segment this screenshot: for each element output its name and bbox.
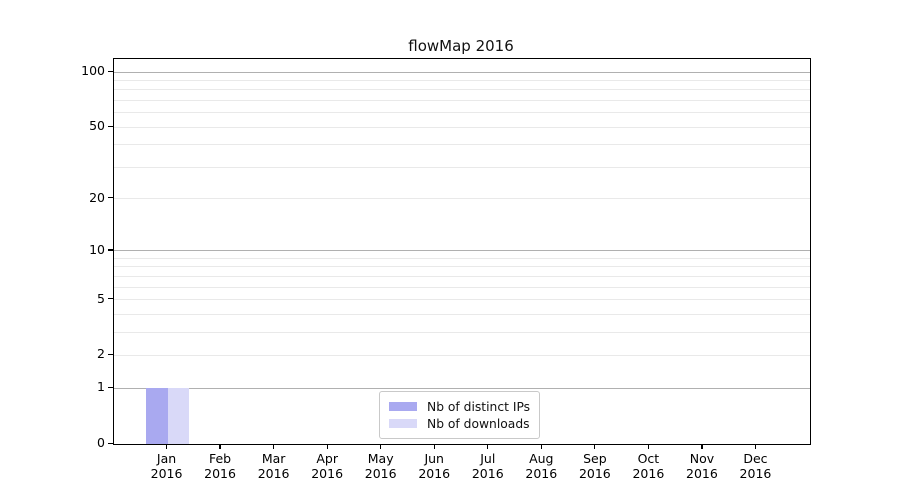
x-tick-year: 2016 xyxy=(578,466,611,481)
x-tick-month: May xyxy=(367,451,394,466)
x-tick-mark xyxy=(647,444,649,449)
x-tick-year: 2016 xyxy=(739,466,772,481)
x-tick-label-oct: Oct 2016 xyxy=(616,451,680,481)
x-tick-label-mar: Mar 2016 xyxy=(242,451,306,481)
plot-area xyxy=(113,58,811,445)
x-tick-year: 2016 xyxy=(364,466,397,481)
x-tick-mark xyxy=(433,444,435,449)
x-tick-mark xyxy=(273,444,275,449)
x-tick-label-apr: Apr 2016 xyxy=(295,451,359,481)
gridline-minor xyxy=(114,331,810,333)
x-tick-year: 2016 xyxy=(525,466,558,481)
gridline-minor xyxy=(114,275,810,277)
x-tick-year: 2016 xyxy=(686,466,718,481)
gridline-minor xyxy=(114,144,810,146)
x-tick-month: Apr xyxy=(316,451,338,466)
y-tick-mark xyxy=(108,386,113,388)
y-tick-mark xyxy=(108,70,113,72)
gridline-major xyxy=(114,71,810,73)
x-tick-month: Jun xyxy=(424,451,444,466)
gridline-minor xyxy=(114,80,810,82)
x-tick-year: 2016 xyxy=(471,466,504,481)
x-tick-label-jun: Jun 2016 xyxy=(402,451,466,481)
y-tick-label: 0 xyxy=(97,435,105,450)
y-tick-mark xyxy=(108,442,113,444)
x-tick-label-jul: Jul 2016 xyxy=(456,451,520,481)
gridline-minor xyxy=(114,198,810,200)
gridline-minor xyxy=(114,89,810,91)
x-tick-month: Sep xyxy=(583,451,607,466)
x-tick-mark xyxy=(540,444,542,449)
gridline-minor xyxy=(114,313,810,315)
gridline-minor xyxy=(114,354,810,356)
y-tick-label: 1 xyxy=(97,379,105,395)
x-tick-month: Nov xyxy=(689,451,715,466)
bar-nb-of-downloads-jan xyxy=(167,388,189,444)
y-tick-label: 2 xyxy=(97,346,105,362)
gridline-minor xyxy=(114,258,810,259)
legend-swatch xyxy=(389,402,417,411)
gridline-major xyxy=(114,250,810,252)
x-tick-month: Jan xyxy=(156,451,177,466)
x-tick-mark xyxy=(754,444,757,449)
x-tick-year: 2016 xyxy=(632,466,665,481)
y-tick-mark xyxy=(108,353,113,356)
x-tick-mark xyxy=(380,444,382,449)
x-tick-mark xyxy=(219,444,221,449)
legend: Nb of distinct IPs Nb of downloads xyxy=(379,391,541,439)
legend-label: Nb of distinct IPs xyxy=(427,399,531,414)
x-tick-mark xyxy=(487,444,489,449)
x-tick-mark xyxy=(594,444,596,449)
x-tick-year: 2016 xyxy=(150,466,183,481)
x-tick-label-nov: Nov 2016 xyxy=(670,451,734,481)
x-tick-year: 2016 xyxy=(204,466,236,481)
x-tick-label-sep: Sep 2016 xyxy=(563,451,627,481)
legend-row: Nb of downloads xyxy=(389,416,530,431)
y-tick-label: 20 xyxy=(89,189,105,205)
gridline-minor xyxy=(114,299,810,301)
x-tick-month: Aug xyxy=(529,451,554,466)
y-tick-label: 10 xyxy=(89,241,105,257)
legend-label: Nb of downloads xyxy=(427,416,530,431)
x-tick-month: Dec xyxy=(743,451,768,466)
x-tick-label-may: May 2016 xyxy=(349,451,413,481)
x-tick-label-jan: Jan 2016 xyxy=(135,451,199,481)
x-tick-month: Mar xyxy=(261,451,286,466)
x-tick-label-dec: Dec 2016 xyxy=(723,451,787,481)
x-tick-label-feb: Feb 2016 xyxy=(188,451,252,481)
x-tick-mark xyxy=(326,444,328,449)
x-tick-mark xyxy=(165,444,168,449)
gridline-minor xyxy=(114,112,810,114)
chart-title: flowMap 2016 xyxy=(408,37,514,55)
x-tick-mark xyxy=(701,444,703,449)
x-tick-month: Jul xyxy=(480,451,496,466)
gridline-minor xyxy=(114,126,810,128)
gridline-minor xyxy=(114,286,810,288)
x-tick-year: 2016 xyxy=(257,466,290,481)
y-tick-label: 100 xyxy=(81,63,105,79)
gridline-minor xyxy=(114,266,810,268)
y-tick-mark xyxy=(108,197,113,199)
gridline-minor xyxy=(114,100,810,102)
gridline-minor xyxy=(114,166,810,168)
x-tick-month: Feb xyxy=(208,451,232,466)
legend-swatch xyxy=(389,419,417,428)
x-tick-label-aug: Aug 2016 xyxy=(509,451,573,481)
y-tick-mark xyxy=(108,125,113,127)
gridline-major xyxy=(114,387,810,389)
y-tick-label: 5 xyxy=(97,290,105,306)
y-tick-label: 50 xyxy=(89,118,105,134)
legend-row: Nb of distinct IPs xyxy=(389,399,530,414)
x-tick-year: 2016 xyxy=(418,466,451,481)
bar-nb-of-distinct-ips-jan xyxy=(146,388,168,444)
y-tick-mark xyxy=(108,298,113,300)
x-tick-year: 2016 xyxy=(311,466,344,481)
x-tick-month: Oct xyxy=(637,451,660,466)
y-tick-mark xyxy=(108,249,113,251)
